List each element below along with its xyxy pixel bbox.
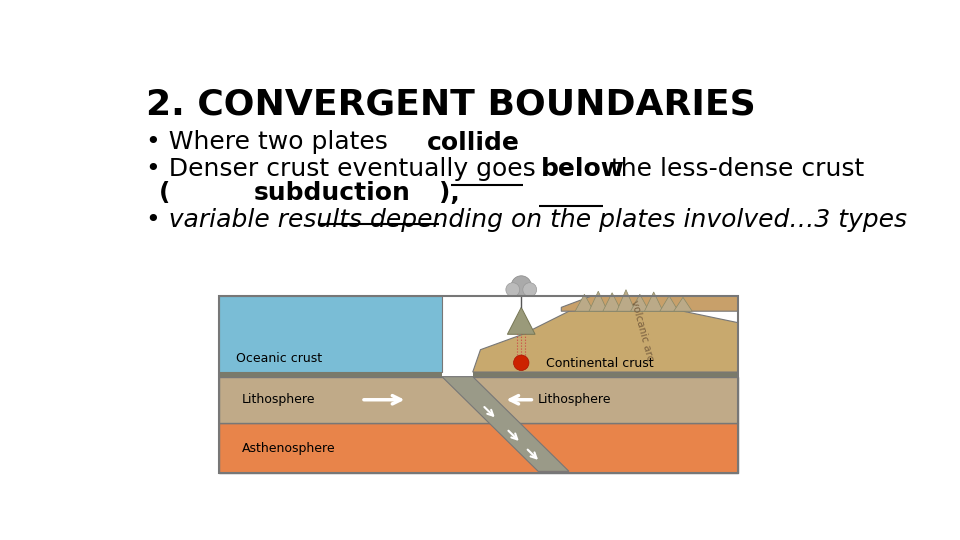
Polygon shape: [575, 294, 593, 311]
Text: • Where two plates: • Where two plates: [146, 131, 396, 154]
Text: Oceanic crust: Oceanic crust: [236, 353, 323, 366]
Polygon shape: [616, 289, 636, 311]
Text: • variable results depending on the plates involved…3 types: • variable results depending on the plat…: [146, 207, 906, 232]
Text: • Denser crust eventually goes: • Denser crust eventually goes: [146, 158, 543, 181]
Text: subduction: subduction: [253, 180, 411, 205]
Text: 2. CONVERGENT BOUNDARIES: 2. CONVERGENT BOUNDARIES: [146, 88, 756, 122]
Text: ),: ),: [439, 180, 460, 205]
Text: Trench: Trench: [444, 316, 470, 353]
Text: Lithosphere: Lithosphere: [242, 393, 315, 406]
Polygon shape: [562, 296, 738, 311]
Circle shape: [514, 355, 529, 370]
Circle shape: [506, 283, 519, 296]
Polygon shape: [674, 298, 692, 311]
Text: Lithosphere: Lithosphere: [539, 393, 612, 406]
Polygon shape: [219, 372, 442, 377]
Polygon shape: [644, 292, 663, 311]
Polygon shape: [442, 377, 569, 471]
Text: below: below: [540, 158, 625, 181]
Polygon shape: [508, 307, 535, 334]
Text: collide: collide: [427, 131, 519, 154]
Polygon shape: [589, 291, 608, 311]
Polygon shape: [603, 293, 621, 311]
Text: (: (: [159, 180, 171, 205]
Circle shape: [512, 276, 531, 296]
Polygon shape: [219, 377, 738, 423]
Text: Continental crust: Continental crust: [546, 357, 654, 370]
Polygon shape: [660, 296, 679, 311]
Text: the less-dense crust: the less-dense crust: [603, 158, 865, 181]
Polygon shape: [219, 423, 738, 473]
Text: Asthenosphere: Asthenosphere: [242, 442, 335, 455]
Circle shape: [523, 283, 537, 296]
Text: volcanic arc: volcanic arc: [629, 299, 655, 362]
Polygon shape: [219, 296, 442, 372]
Polygon shape: [631, 294, 649, 311]
Polygon shape: [472, 303, 738, 372]
Polygon shape: [472, 372, 738, 377]
